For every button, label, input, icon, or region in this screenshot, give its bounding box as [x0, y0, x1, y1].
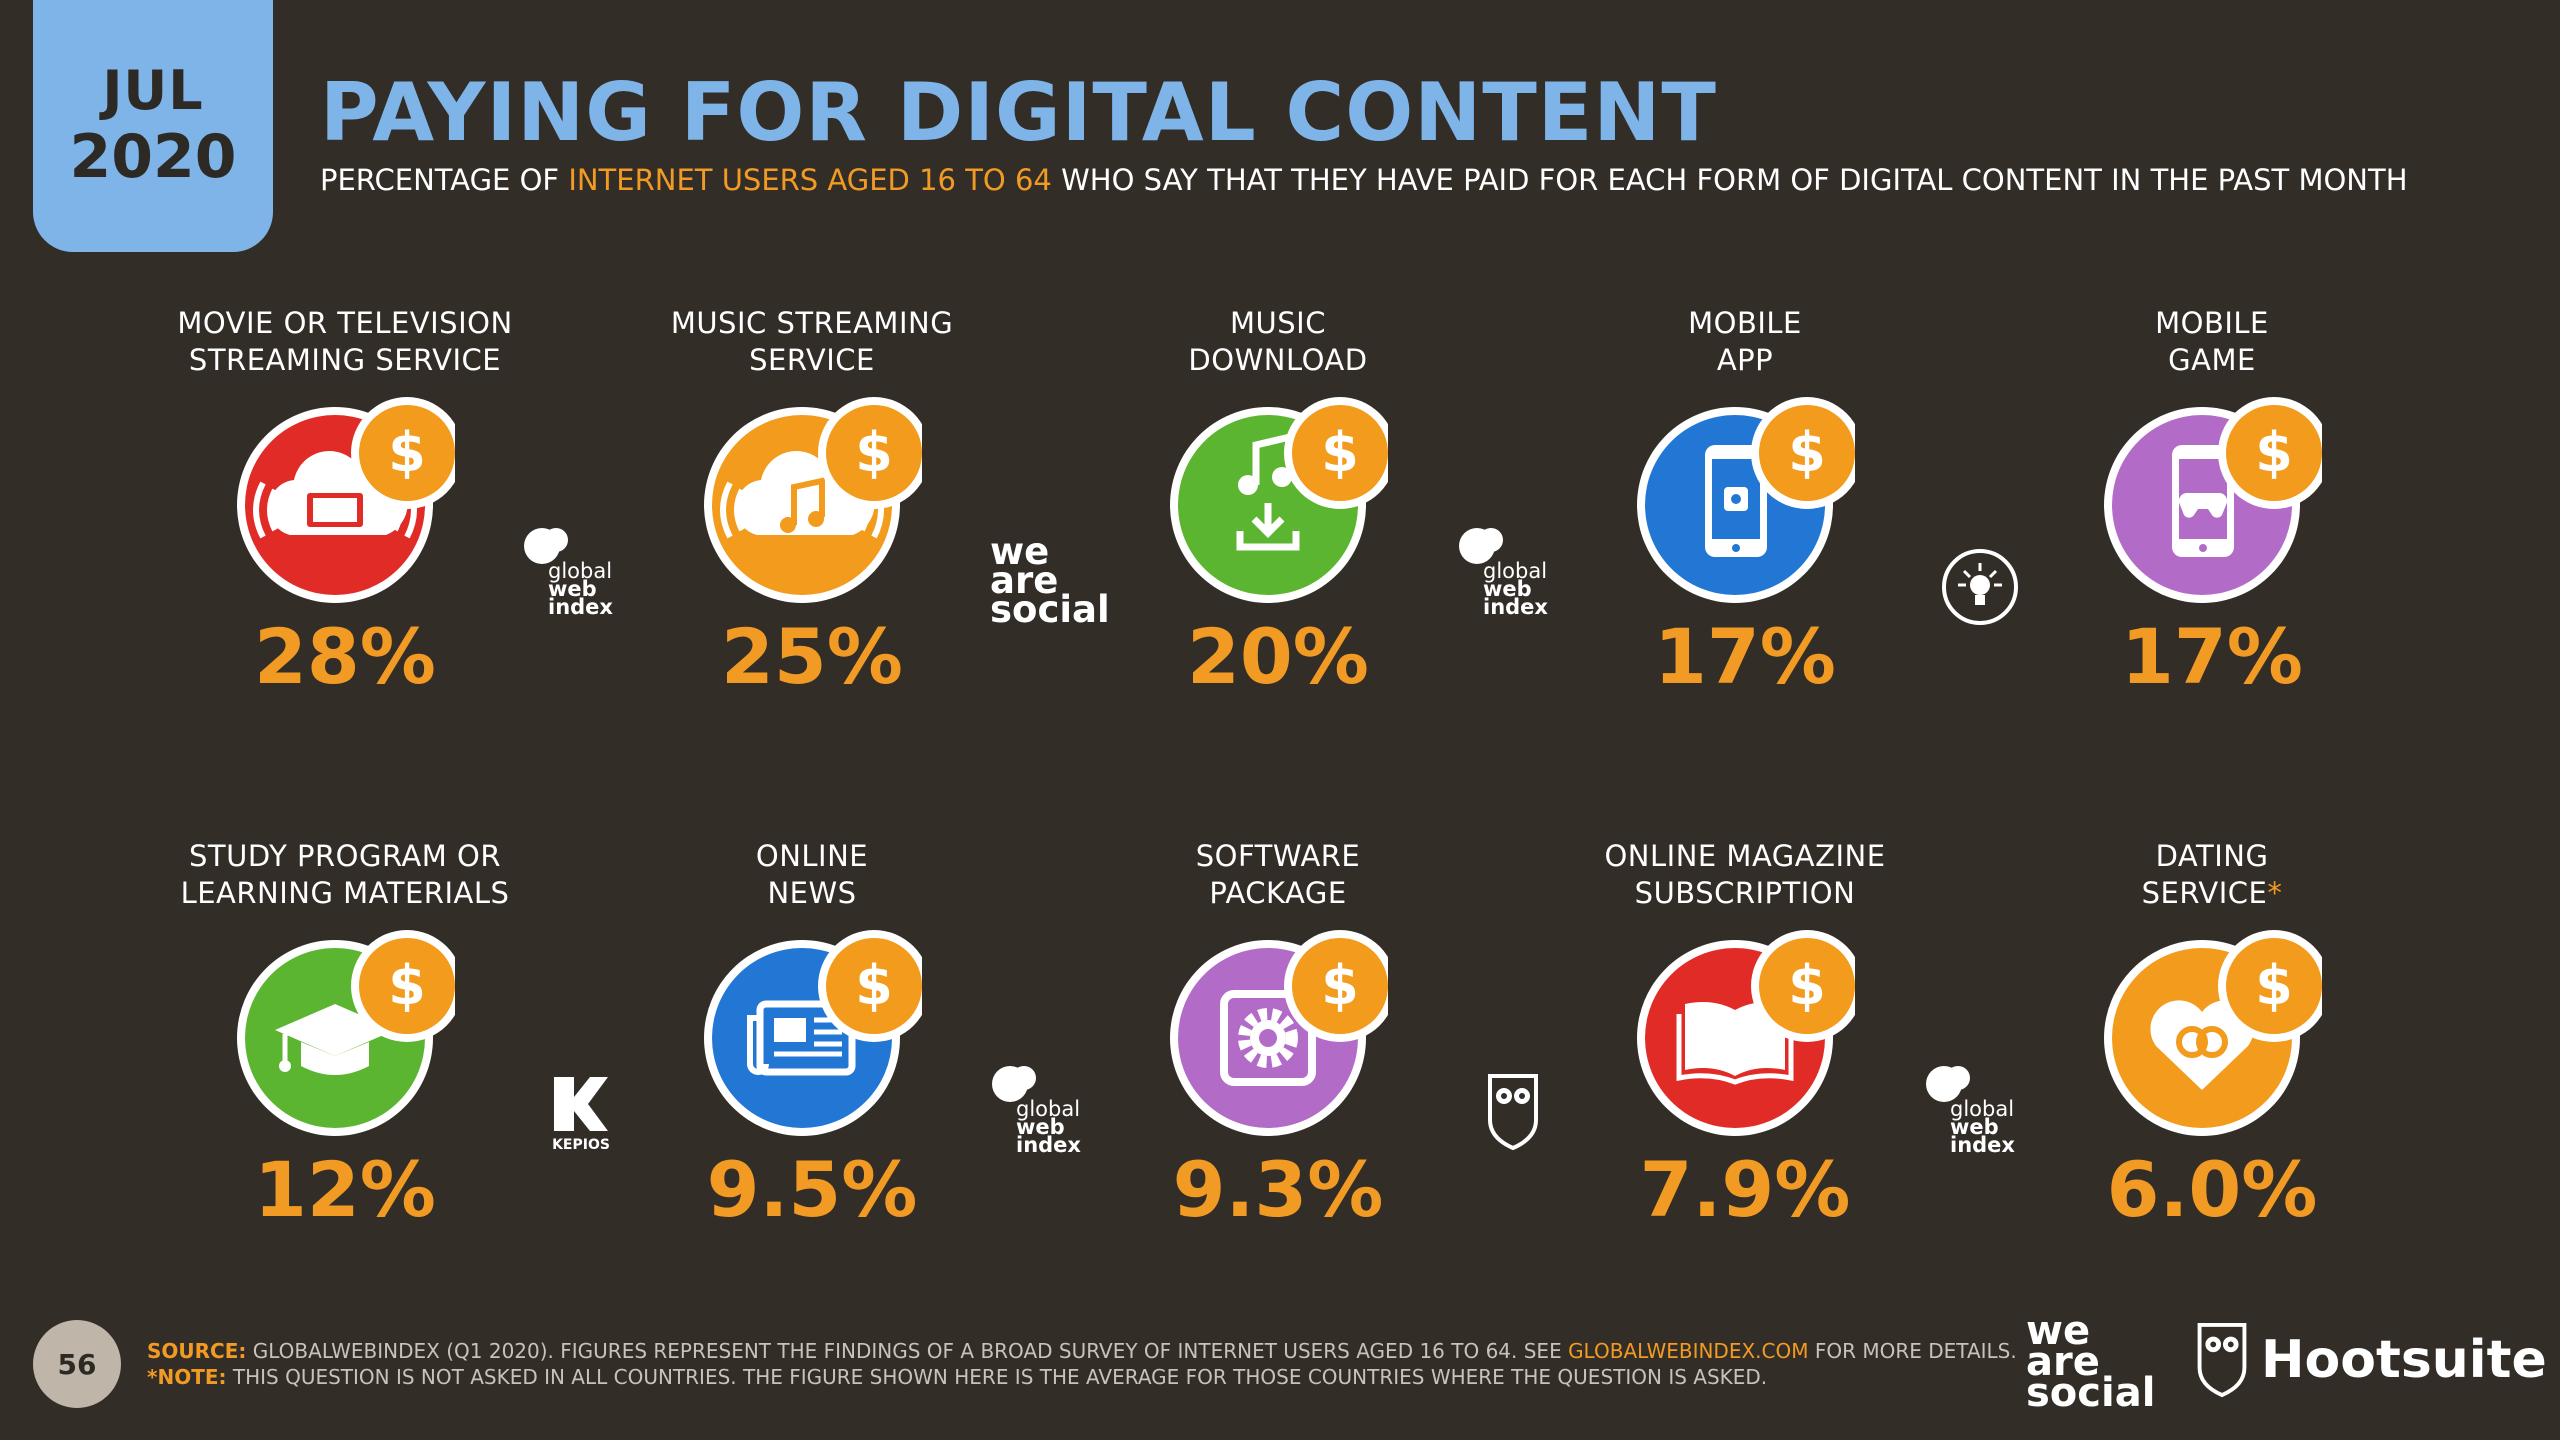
dollar-icon: $ [855, 954, 893, 1017]
stat-value: 12% [254, 1145, 436, 1234]
cloud-music-icon: $ [704, 397, 922, 603]
we-are-social-logo: we are social [990, 530, 1110, 631]
globalwebindex-logo: global web index [520, 522, 630, 627]
globalwebindex-logo: global web index [1922, 1060, 2032, 1165]
page-title: PAYING FOR DIGITAL CONTENT [320, 66, 1717, 159]
stat-value: 25% [721, 612, 903, 701]
stat-label: ONLINE NEWS [755, 839, 869, 910]
stat-value: 6.0% [2106, 1145, 2318, 1234]
source-link[interactable]: GLOBALWEBINDEX.COM [1568, 1339, 1809, 1363]
date-badge: JUL 2020 [33, 0, 273, 252]
graduation-cap-icon: $ [237, 930, 455, 1136]
stat-value: 7.9% [1639, 1145, 1851, 1234]
dollar-icon: $ [2255, 954, 2293, 1017]
subtitle-text: PERCENTAGE OF [320, 163, 569, 197]
hootsuite-logo: Hootsuite [2195, 1320, 2547, 1400]
stat-value: 28% [254, 612, 436, 701]
mobile-game-icon: $ [2104, 397, 2322, 603]
stat-value: 17% [1654, 612, 1836, 701]
music-download-icon: $ [1170, 397, 1388, 603]
heart-rings-icon: $ [2104, 930, 2322, 1136]
we-are-social-footer-logo: we are social [2026, 1308, 2156, 1417]
stat-label: MOBILE APP [1688, 306, 1802, 377]
subtitle-text-end: WHO SAY THAT THEY HAVE PAID FOR EACH FOR… [1051, 163, 2408, 197]
globalwebindex-logo: global web index [988, 1060, 1098, 1165]
stat-label: ONLINE MAGAZINE SUBSCRIPTION [1604, 839, 1886, 910]
stat-value: 20% [1187, 612, 1369, 701]
stat-value: 9.5% [706, 1145, 918, 1234]
source-note: SOURCE: GLOBALWEBINDEX (Q1 2020). FIGURE… [147, 1339, 2017, 1389]
globalwebindex-logo: global web index [1455, 522, 1565, 627]
dollar-icon: $ [855, 421, 893, 484]
dollar-icon: $ [2255, 421, 2293, 484]
stat-label: MOBILE GAME [2155, 306, 2269, 377]
date-year: 2020 [69, 122, 237, 192]
hootsuite-owl-icon [2197, 1322, 2247, 1398]
hootsuite-owl-icon [1488, 1074, 1538, 1151]
page-subtitle: PERCENTAGE OF INTERNET USERS AGED 16 TO … [320, 163, 2408, 197]
stat-label: SOFTWARE PACKAGE [1195, 839, 1361, 910]
dollar-icon: $ [1321, 954, 1359, 1017]
dollar-icon: $ [1788, 421, 1826, 484]
dollar-icon: $ [1321, 421, 1359, 484]
stat-label: MUSIC STREAMING SERVICE [670, 306, 954, 377]
stat-label: MUSIC DOWNLOAD [1188, 306, 1368, 377]
stat-label: MOVIE OR TELEVISION STREAMING SERVICE [177, 306, 513, 377]
kepios-logo: KEPIOS [550, 1075, 612, 1157]
date-month: JUL [102, 59, 204, 122]
dollar-icon: $ [388, 421, 426, 484]
dollar-icon: $ [388, 954, 426, 1017]
gear-icon: $ [1170, 930, 1388, 1136]
stat-value: 17% [2121, 612, 2303, 701]
open-book-icon: $ [1637, 930, 1855, 1136]
cloud-tv-icon: $ [237, 397, 455, 603]
subtitle-highlight: INTERNET USERS AGED 16 TO 64 [568, 163, 1052, 197]
page-number: 56 [33, 1320, 121, 1408]
footnote-asterisk: * [2267, 876, 2283, 910]
stat-value: 9.3% [1172, 1145, 1384, 1234]
mobile-app-icon: $ [1637, 397, 1855, 603]
stat-label: STUDY PROGRAM OR LEARNING MATERIALS [180, 839, 510, 910]
newspaper-icon: $ [704, 930, 922, 1136]
dollar-icon: $ [1788, 954, 1826, 1017]
stat-label: DATING SERVICE* [2141, 839, 2283, 910]
lightbulb-icon [1942, 549, 2018, 625]
